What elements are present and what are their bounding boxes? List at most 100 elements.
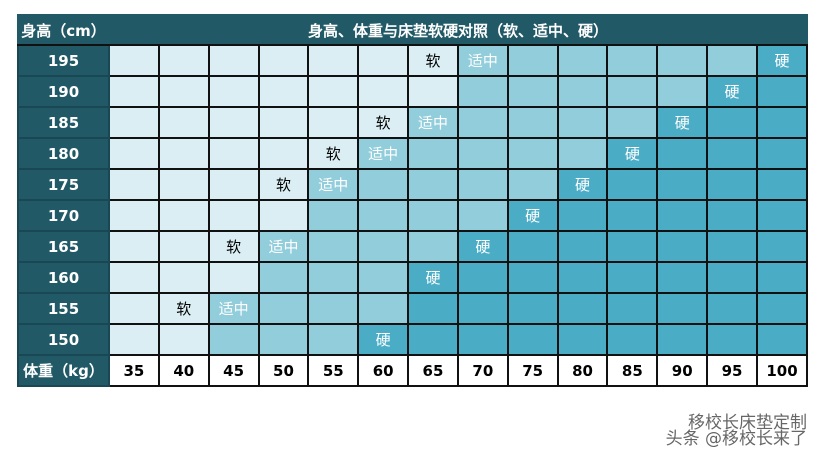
firmness-cell [706, 199, 758, 232]
firmness-cell [606, 199, 659, 232]
firmness-cell [556, 292, 609, 325]
firmness-cell [656, 137, 709, 170]
table-row: 185 软适中 硬 [17, 106, 809, 139]
table-row: 155 软适中 [17, 292, 809, 325]
weight-label: 90 [656, 354, 709, 387]
weight-label: 35 [108, 354, 160, 387]
firmness-cell [357, 292, 410, 325]
weight-label: 65 [407, 354, 459, 387]
weight-label: 40 [157, 354, 210, 387]
firmness-cell [157, 44, 210, 77]
firmness-cell [755, 230, 809, 263]
firmness-cell [755, 199, 809, 232]
firmness-cell [207, 261, 260, 294]
firmness-cell [456, 75, 509, 108]
firmness-cell [506, 323, 559, 356]
firmness-cell [606, 75, 659, 108]
row-height-label: 175 [17, 168, 110, 201]
firmness-cell [606, 106, 659, 139]
firmness-cell [606, 168, 659, 201]
firmness-cell [157, 137, 210, 170]
firmness-cell [556, 106, 609, 139]
firmness-cell [706, 323, 758, 356]
firmness-cell [257, 137, 310, 170]
firmness-cell [357, 199, 410, 232]
weight-label: 45 [207, 354, 260, 387]
firmness-cell [108, 230, 160, 263]
firmness-cell [257, 44, 310, 77]
firmness-cell [108, 168, 160, 201]
firmness-cell [656, 323, 709, 356]
firmness-cell: 硬 [556, 168, 609, 201]
firmness-cell [506, 106, 559, 139]
firmness-cell: 硬 [407, 261, 459, 294]
firmness-cell [606, 230, 659, 263]
firmness-cell [257, 199, 310, 232]
firmness-cell [755, 292, 809, 325]
firmness-cell [207, 168, 260, 201]
watermark-line2: 头条 @移校长来了 [665, 429, 807, 449]
weight-label: 60 [357, 354, 410, 387]
weight-label: 70 [456, 354, 509, 387]
firmness-cell [157, 261, 210, 294]
firmness-cell [506, 230, 559, 263]
table-row: 165 软适中 硬 [17, 230, 809, 263]
firmness-cell: 软 [157, 292, 210, 325]
firmness-cell [157, 230, 210, 263]
firmness-cell [108, 199, 160, 232]
firmness-cell: 软 [357, 106, 410, 139]
weight-label: 80 [556, 354, 609, 387]
firmness-cell [556, 230, 609, 263]
firmness-cell [108, 75, 160, 108]
firmness-cell [755, 137, 809, 170]
firmness-cell [257, 75, 310, 108]
firmness-cell [157, 106, 210, 139]
firmness-cell [706, 292, 758, 325]
firmness-cell [407, 323, 459, 356]
firmness-cell [357, 230, 410, 263]
firmness-cell: 硬 [606, 137, 659, 170]
row-height-label: 180 [17, 137, 110, 170]
weight-label: 55 [307, 354, 360, 387]
firmness-cell [556, 261, 609, 294]
firmness-cell [157, 199, 210, 232]
firmness-cell [157, 323, 210, 356]
firmness-cell [656, 230, 709, 263]
weight-label: 95 [706, 354, 758, 387]
firmness-cell [157, 168, 210, 201]
firmness-cell [307, 75, 360, 108]
firmness-cell [207, 323, 260, 356]
firmness-cell [407, 75, 459, 108]
row-height-label: 165 [17, 230, 110, 263]
weight-label: 75 [506, 354, 559, 387]
firmness-cell [257, 261, 310, 294]
firmness-cell [456, 168, 509, 201]
firmness-cell [755, 168, 809, 201]
row-height-label: 195 [17, 44, 110, 77]
firmness-cell [456, 292, 509, 325]
firmness-cell [556, 44, 609, 77]
firmness-cell [307, 44, 360, 77]
firmness-cell [407, 199, 459, 232]
firmness-cell: 硬 [456, 230, 509, 263]
firmness-cell [357, 44, 410, 77]
firmness-cell [456, 137, 509, 170]
weight-label: 100 [755, 354, 809, 387]
firmness-cell [506, 44, 559, 77]
firmness-cell [656, 261, 709, 294]
firmness-cell [357, 261, 410, 294]
firmness-cell: 适中 [257, 230, 310, 263]
firmness-cell [556, 137, 609, 170]
firmness-cell [407, 230, 459, 263]
firmness-cell [656, 75, 709, 108]
firmness-cell [108, 137, 160, 170]
firmness-cell [307, 230, 360, 263]
firmness-cell: 软 [307, 137, 360, 170]
firmness-cell [556, 323, 609, 356]
firmness-cell [257, 292, 310, 325]
firmness-cell [706, 137, 758, 170]
firmness-cell [656, 199, 709, 232]
firmness-cell [755, 75, 809, 108]
firmness-cell [307, 199, 360, 232]
firmness-cell: 适中 [307, 168, 360, 201]
